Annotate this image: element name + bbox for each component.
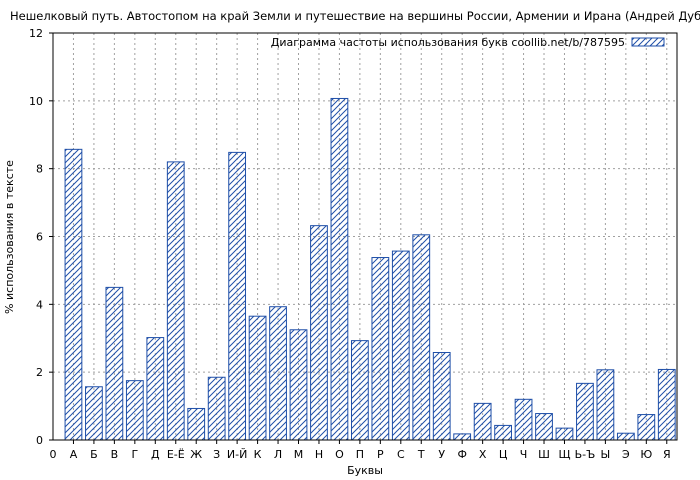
chart-title: Нешелковый путь. Автостопом на край Земл… [10, 9, 700, 23]
x-tick-label: С [397, 448, 405, 461]
x-tick-labels: 0 А Б В Г Д Е-Ё Ж З И-Й К Л М Н О П Р С Т У Ф Х Ц Ч Ш Щ Ь-Ъ Ы Э Ю Я [50, 448, 671, 461]
bar [248, 315, 267, 441]
bar [289, 329, 308, 441]
bar [207, 376, 226, 441]
bar [432, 351, 451, 441]
x-tick-label: Г [131, 448, 138, 461]
y-tick-label: 2 [36, 366, 43, 379]
x-tick-label: М [294, 448, 304, 461]
x-tick-label: В [111, 448, 119, 461]
x-tick-label: А [70, 448, 78, 461]
x-tick-label: З [213, 448, 220, 461]
bar [555, 427, 574, 441]
bar [596, 369, 615, 441]
x-tick-label: Д [151, 448, 160, 461]
bar [125, 380, 144, 441]
x-tick-label: Ф [457, 448, 466, 461]
bar [576, 382, 594, 441]
bar [330, 97, 349, 441]
y-tick-label: 10 [29, 95, 43, 108]
x-tick-label: Ю [640, 448, 652, 461]
y-axis-label: % использования в тексте [3, 160, 16, 314]
plot-frame [52, 32, 678, 441]
bar [187, 407, 206, 441]
x-tick-label: П [356, 448, 364, 461]
x-tick-label: Б [90, 448, 98, 461]
bar [105, 286, 124, 441]
bar [310, 225, 328, 441]
x-tick-label: Ы [601, 448, 611, 461]
x-tick-label: И-Й [227, 448, 247, 461]
x-tick-label: Щ [558, 448, 570, 461]
bar [637, 414, 656, 441]
legend-swatch [631, 37, 665, 47]
x-tick-label: Ц [499, 448, 508, 461]
x-tick-label: Н [315, 448, 323, 461]
x-tick-label: Ь-Ъ [575, 448, 596, 461]
y-tick-labels: 0 2 4 6 8 10 12 [29, 27, 43, 447]
axes [49, 32, 678, 444]
bar [494, 424, 512, 441]
x-tick-label: Т [417, 448, 425, 461]
y-tick-label: 0 [36, 434, 43, 447]
y-tick-label: 12 [29, 27, 43, 40]
x-tick-label: 0 [50, 448, 57, 461]
x-tick-label: Э [622, 448, 630, 461]
legend: Диаграмма частоты использования букв coo… [271, 36, 665, 49]
x-tick-label: Р [377, 448, 384, 461]
x-tick-label: К [254, 448, 262, 461]
bar [85, 386, 103, 441]
y-tick-label: 6 [36, 231, 43, 244]
bar [453, 433, 472, 441]
bars [64, 97, 676, 441]
x-tick-label: Я [663, 448, 671, 461]
x-tick-label: Ч [520, 448, 528, 461]
bar [371, 257, 390, 441]
bar [228, 151, 247, 441]
bar [412, 234, 431, 441]
x-axis-label: Буквы [347, 464, 383, 477]
bar [616, 432, 635, 441]
x-tick-label: Л [274, 448, 282, 461]
bar [535, 413, 553, 441]
bar [473, 402, 492, 441]
bar [64, 148, 83, 441]
x-tick-label: У [438, 448, 445, 461]
x-tick-label: Е-Ё [167, 448, 185, 461]
x-tick-label: Ж [190, 448, 202, 461]
y-tick-label: 8 [36, 163, 43, 176]
x-tick-label: Х [479, 448, 487, 461]
bar [269, 306, 287, 441]
bar [514, 398, 533, 441]
x-tick-label: О [335, 448, 344, 461]
bar [146, 337, 165, 441]
bar [350, 340, 369, 441]
bar [391, 250, 410, 441]
x-tick-label: Ш [538, 448, 550, 461]
bar [657, 368, 676, 441]
legend-label: Диаграмма частоты использования букв coo… [271, 36, 625, 49]
y-tick-label: 4 [36, 298, 43, 311]
bar [166, 161, 185, 441]
